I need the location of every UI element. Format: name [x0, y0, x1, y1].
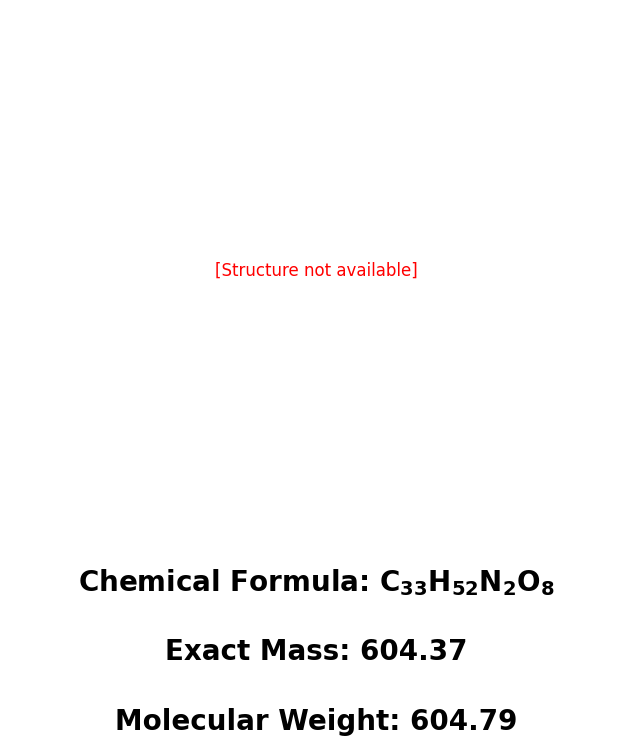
Text: Molecular Weight: 604.79: Molecular Weight: 604.79: [115, 707, 518, 735]
Text: [Structure not available]: [Structure not available]: [215, 261, 418, 279]
Text: Chemical Formula: $\mathdefault{C_{33}H_{52}N_2O_8}$: Chemical Formula: $\mathdefault{C_{33}H_…: [78, 567, 555, 599]
Text: Exact Mass: 604.37: Exact Mass: 604.37: [165, 638, 468, 666]
